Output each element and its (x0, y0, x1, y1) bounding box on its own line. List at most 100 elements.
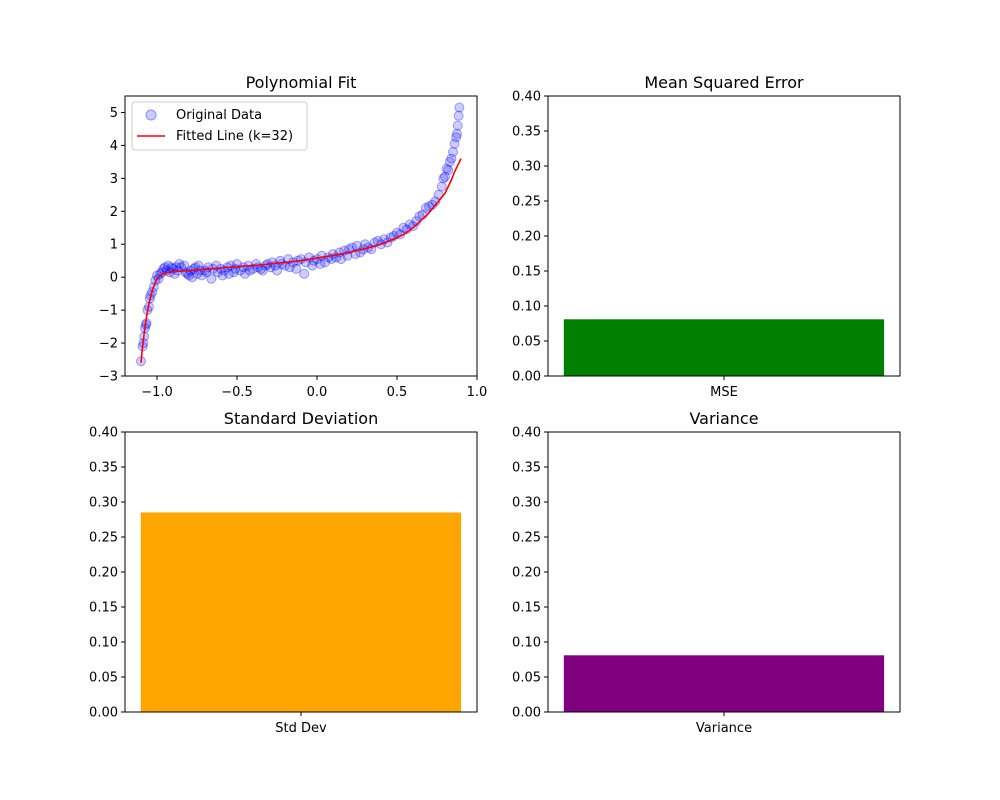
polynomial-fit-plot-area (136, 102, 465, 367)
data-point (398, 222, 409, 233)
y-tick-label: 0.10 (89, 636, 118, 651)
variance-title: Variance (689, 409, 758, 428)
legend-marker-original-data (145, 109, 157, 121)
y-tick-label: 0.25 (89, 531, 118, 546)
y-tick-label: 1 (110, 238, 118, 253)
data-point (196, 270, 207, 281)
y-tick-label: 0.05 (512, 671, 541, 686)
data-point (408, 221, 418, 232)
data-point (448, 147, 458, 157)
y-tick-label: 0.15 (512, 265, 541, 280)
mean-squared-error-title: Mean Squared Error (644, 73, 804, 92)
data-point (228, 267, 239, 278)
data-point (454, 102, 465, 113)
data-point (174, 259, 185, 269)
polynomial-fit-panel: Polynomial Fit −1.0 −0.5 0.0 0.5 1.0 −3 −2 −1 0 1… (99, 73, 488, 400)
data-point (163, 260, 174, 271)
legend-box (131, 101, 308, 151)
y-tick-label: 0.15 (89, 601, 118, 616)
data-point (452, 128, 462, 139)
y-tick-label: 0.20 (512, 230, 541, 245)
y-tick-label: −3 (99, 370, 118, 385)
standard-deviation-title: Standard Deviation (224, 409, 378, 428)
data-point (160, 262, 170, 273)
y-tick-label: −1 (99, 304, 118, 319)
y-tick-label: 3 (110, 172, 118, 187)
bar (140, 512, 462, 712)
data-point (240, 268, 250, 279)
y-tick-label: −2 (99, 337, 118, 352)
data-point (436, 181, 447, 192)
y-tick-label: 4 (110, 139, 118, 154)
variance-plot-area (563, 655, 885, 712)
x-tick-label: MSE (710, 385, 738, 400)
y-tick-label: 0.05 (89, 671, 118, 686)
data-point (248, 263, 258, 274)
data-point (307, 260, 318, 271)
y-tick-label: 5 (110, 106, 118, 121)
polynomial-fit-axes-frame (124, 95, 478, 377)
data-point (257, 265, 268, 276)
data-point (265, 262, 276, 273)
data-point (449, 138, 460, 149)
y-tick-label: 0.10 (512, 300, 541, 315)
polynomial-fit-legend: Original Data Fitted Line (k=32) (131, 101, 308, 151)
fitted-line (140, 158, 462, 363)
y-tick-label: 0.25 (512, 531, 541, 546)
bar (563, 655, 885, 712)
data-point (272, 265, 282, 276)
y-tick-label: 0.35 (89, 461, 118, 476)
y-tick-label: 0.35 (512, 461, 541, 476)
y-tick-label: 0.05 (512, 335, 541, 350)
data-point (451, 132, 462, 143)
variance-panel: Variance Variance 0.00 0.05 0.10 0.15 0.20 0.2… (512, 409, 901, 737)
x-tick-label: −0.5 (221, 385, 253, 400)
x-tick-label: 0.0 (307, 385, 328, 400)
standard-deviation-ticks: Std Dev 0.00 0.05 0.10 0.15 0.20 0.25 0.30 0.35 0… (89, 426, 327, 737)
data-point (404, 219, 415, 230)
data-point (438, 173, 449, 184)
data-point (320, 257, 330, 268)
y-tick-label: 0.20 (512, 566, 541, 581)
data-point (441, 163, 452, 174)
y-tick-label: 0.10 (512, 636, 541, 651)
standard-deviation-plot-area (140, 512, 462, 712)
data-point (315, 259, 326, 269)
data-point (176, 262, 186, 273)
data-point (284, 262, 295, 273)
y-tick-label: 0 (110, 271, 118, 286)
y-tick-label: 0.30 (512, 496, 541, 511)
bar (563, 319, 885, 376)
data-point (299, 268, 310, 279)
data-point (420, 203, 431, 213)
data-point (206, 273, 217, 284)
x-tick-label: −1.0 (141, 385, 173, 400)
data-point (446, 153, 457, 164)
y-tick-label: 0.25 (512, 195, 541, 210)
x-tick-label: Variance (696, 721, 752, 736)
variance-ticks: Variance 0.00 0.05 0.10 0.15 0.20 0.25 0.30 0.35… (512, 426, 752, 737)
y-tick-label: 0.15 (512, 601, 541, 616)
data-point (453, 110, 464, 121)
y-tick-label: 0.40 (89, 426, 118, 441)
standard-deviation-panel: Standard Deviation Std Dev 0.00 0.05 0.10 0.… (89, 409, 478, 737)
data-point (182, 268, 193, 279)
mean-squared-error-plot-area (563, 319, 885, 376)
x-tick-label: Std Dev (275, 721, 327, 736)
data-point (291, 263, 302, 274)
y-tick-label: 0.00 (512, 370, 541, 385)
y-tick-label: 0.30 (512, 160, 541, 175)
polynomial-fit-title: Polynomial Fit (246, 73, 357, 92)
data-point (443, 165, 454, 176)
data-point (452, 120, 463, 131)
y-tick-label: 2 (110, 205, 118, 220)
y-tick-label: 0.00 (512, 706, 541, 721)
data-point (224, 268, 234, 279)
y-tick-label: 0.35 (512, 125, 541, 140)
x-tick-label: 0.5 (387, 385, 408, 400)
x-tick-label: 1.0 (467, 385, 488, 400)
mean-squared-error-ticks: MSE 0.00 0.05 0.10 0.15 0.20 0.25 0.30 0.35 0.40 (512, 90, 738, 401)
data-point (444, 156, 455, 167)
mean-squared-error-panel: Mean Squared Error MSE 0.00 0.05 0.10 0.15 0.… (512, 73, 901, 401)
